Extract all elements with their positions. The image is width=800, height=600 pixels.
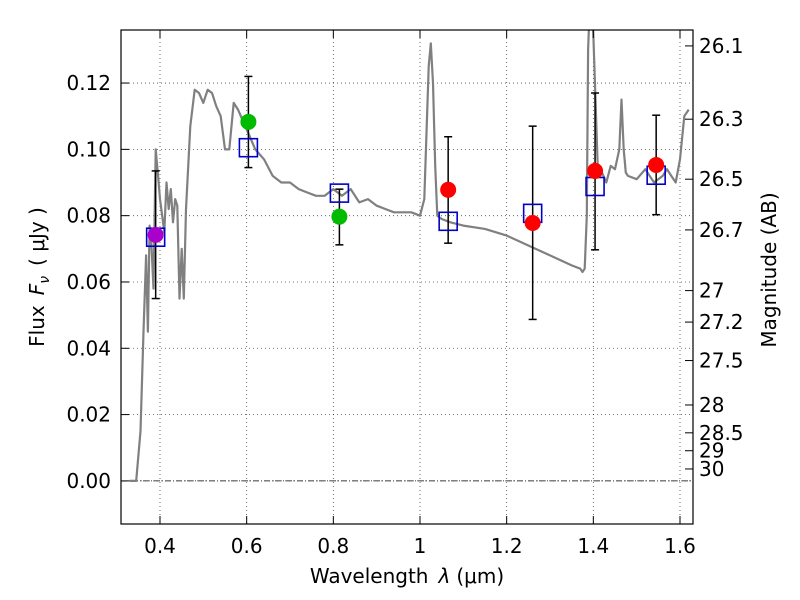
tick-labels: 0.4 0.6 0.8 1 1.2 1.4 1.6 0.00 0.02 0.04 0.06 0.08 0…	[66, 34, 743, 558]
mag-tick-label: 27	[699, 279, 724, 303]
x-axis-label: Wavelength λ (μm)	[310, 564, 504, 588]
x-tick-label: 0.4	[144, 534, 176, 558]
model-photometry-square	[329, 183, 350, 203]
mag-tick-label: 27.5	[699, 349, 744, 373]
y-tick-label: 0.10	[66, 137, 111, 161]
model-photometry-square	[438, 211, 458, 232]
y-axis-label: Flux Fν ( μJy )	[25, 207, 53, 347]
y-tick-label: 0.06	[66, 270, 111, 294]
mag-tick-label: 29	[699, 439, 724, 463]
model-spectrum	[129, 30, 690, 482]
observed-flux-point	[240, 113, 257, 130]
mag-tick-label: 28	[699, 393, 724, 417]
plot-frame	[120, 29, 694, 525]
error-bars	[151, 75, 661, 321]
observed-flux-point	[648, 156, 665, 173]
x-tick-label: 1	[414, 534, 427, 558]
mag-tick-label: 26.7	[699, 218, 744, 242]
mag-tick-label: 26.1	[699, 34, 744, 58]
y-axis-label-unit: ( μJy )	[25, 207, 49, 266]
observed-flux-point	[331, 208, 348, 225]
y-tick-label: 0.08	[66, 204, 111, 228]
data-markers	[145, 113, 666, 248]
mag-tick-label: 30	[699, 457, 724, 481]
observed-flux-point	[440, 181, 457, 198]
y-tick-label: 0.00	[66, 469, 111, 493]
model-photometry-square	[238, 137, 259, 158]
model-spectrum-line	[129, 30, 690, 482]
x-axis-label-symbol: λ	[438, 564, 451, 588]
mag-tick-label: 26.5	[699, 167, 744, 191]
mag-tick-label: 28.5	[699, 421, 744, 445]
mag-tick-label: 27.2	[699, 310, 744, 334]
x-tick-label: 1.4	[577, 534, 609, 558]
observed-flux-point	[587, 162, 604, 179]
x-tick-label: 1.2	[491, 534, 523, 558]
grid-lines	[121, 30, 693, 524]
mag-tick-label: 26.3	[699, 107, 744, 131]
axis-ticks	[121, 30, 693, 524]
y-axis-label-prefix: Flux	[25, 305, 49, 347]
observed-flux-point	[524, 214, 541, 231]
x-tick-label: 1.6	[664, 534, 696, 558]
x-tick-label: 0.8	[317, 534, 349, 558]
x-axis-label-unit: (μm)	[456, 564, 504, 588]
y-axis-label-symbol: F	[25, 283, 49, 295]
observed-flux-point	[147, 226, 164, 243]
y-tick-label: 0.02	[66, 403, 111, 427]
x-tick-label: 0.6	[231, 534, 263, 558]
y-tick-label: 0.12	[66, 71, 111, 95]
y-axis-label-subscript: ν	[37, 276, 53, 284]
y2-axis-label: Magnitude (AB)	[757, 192, 781, 347]
y-tick-label: 0.04	[66, 336, 111, 360]
x-axis-label-prefix: Wavelength	[310, 564, 429, 588]
